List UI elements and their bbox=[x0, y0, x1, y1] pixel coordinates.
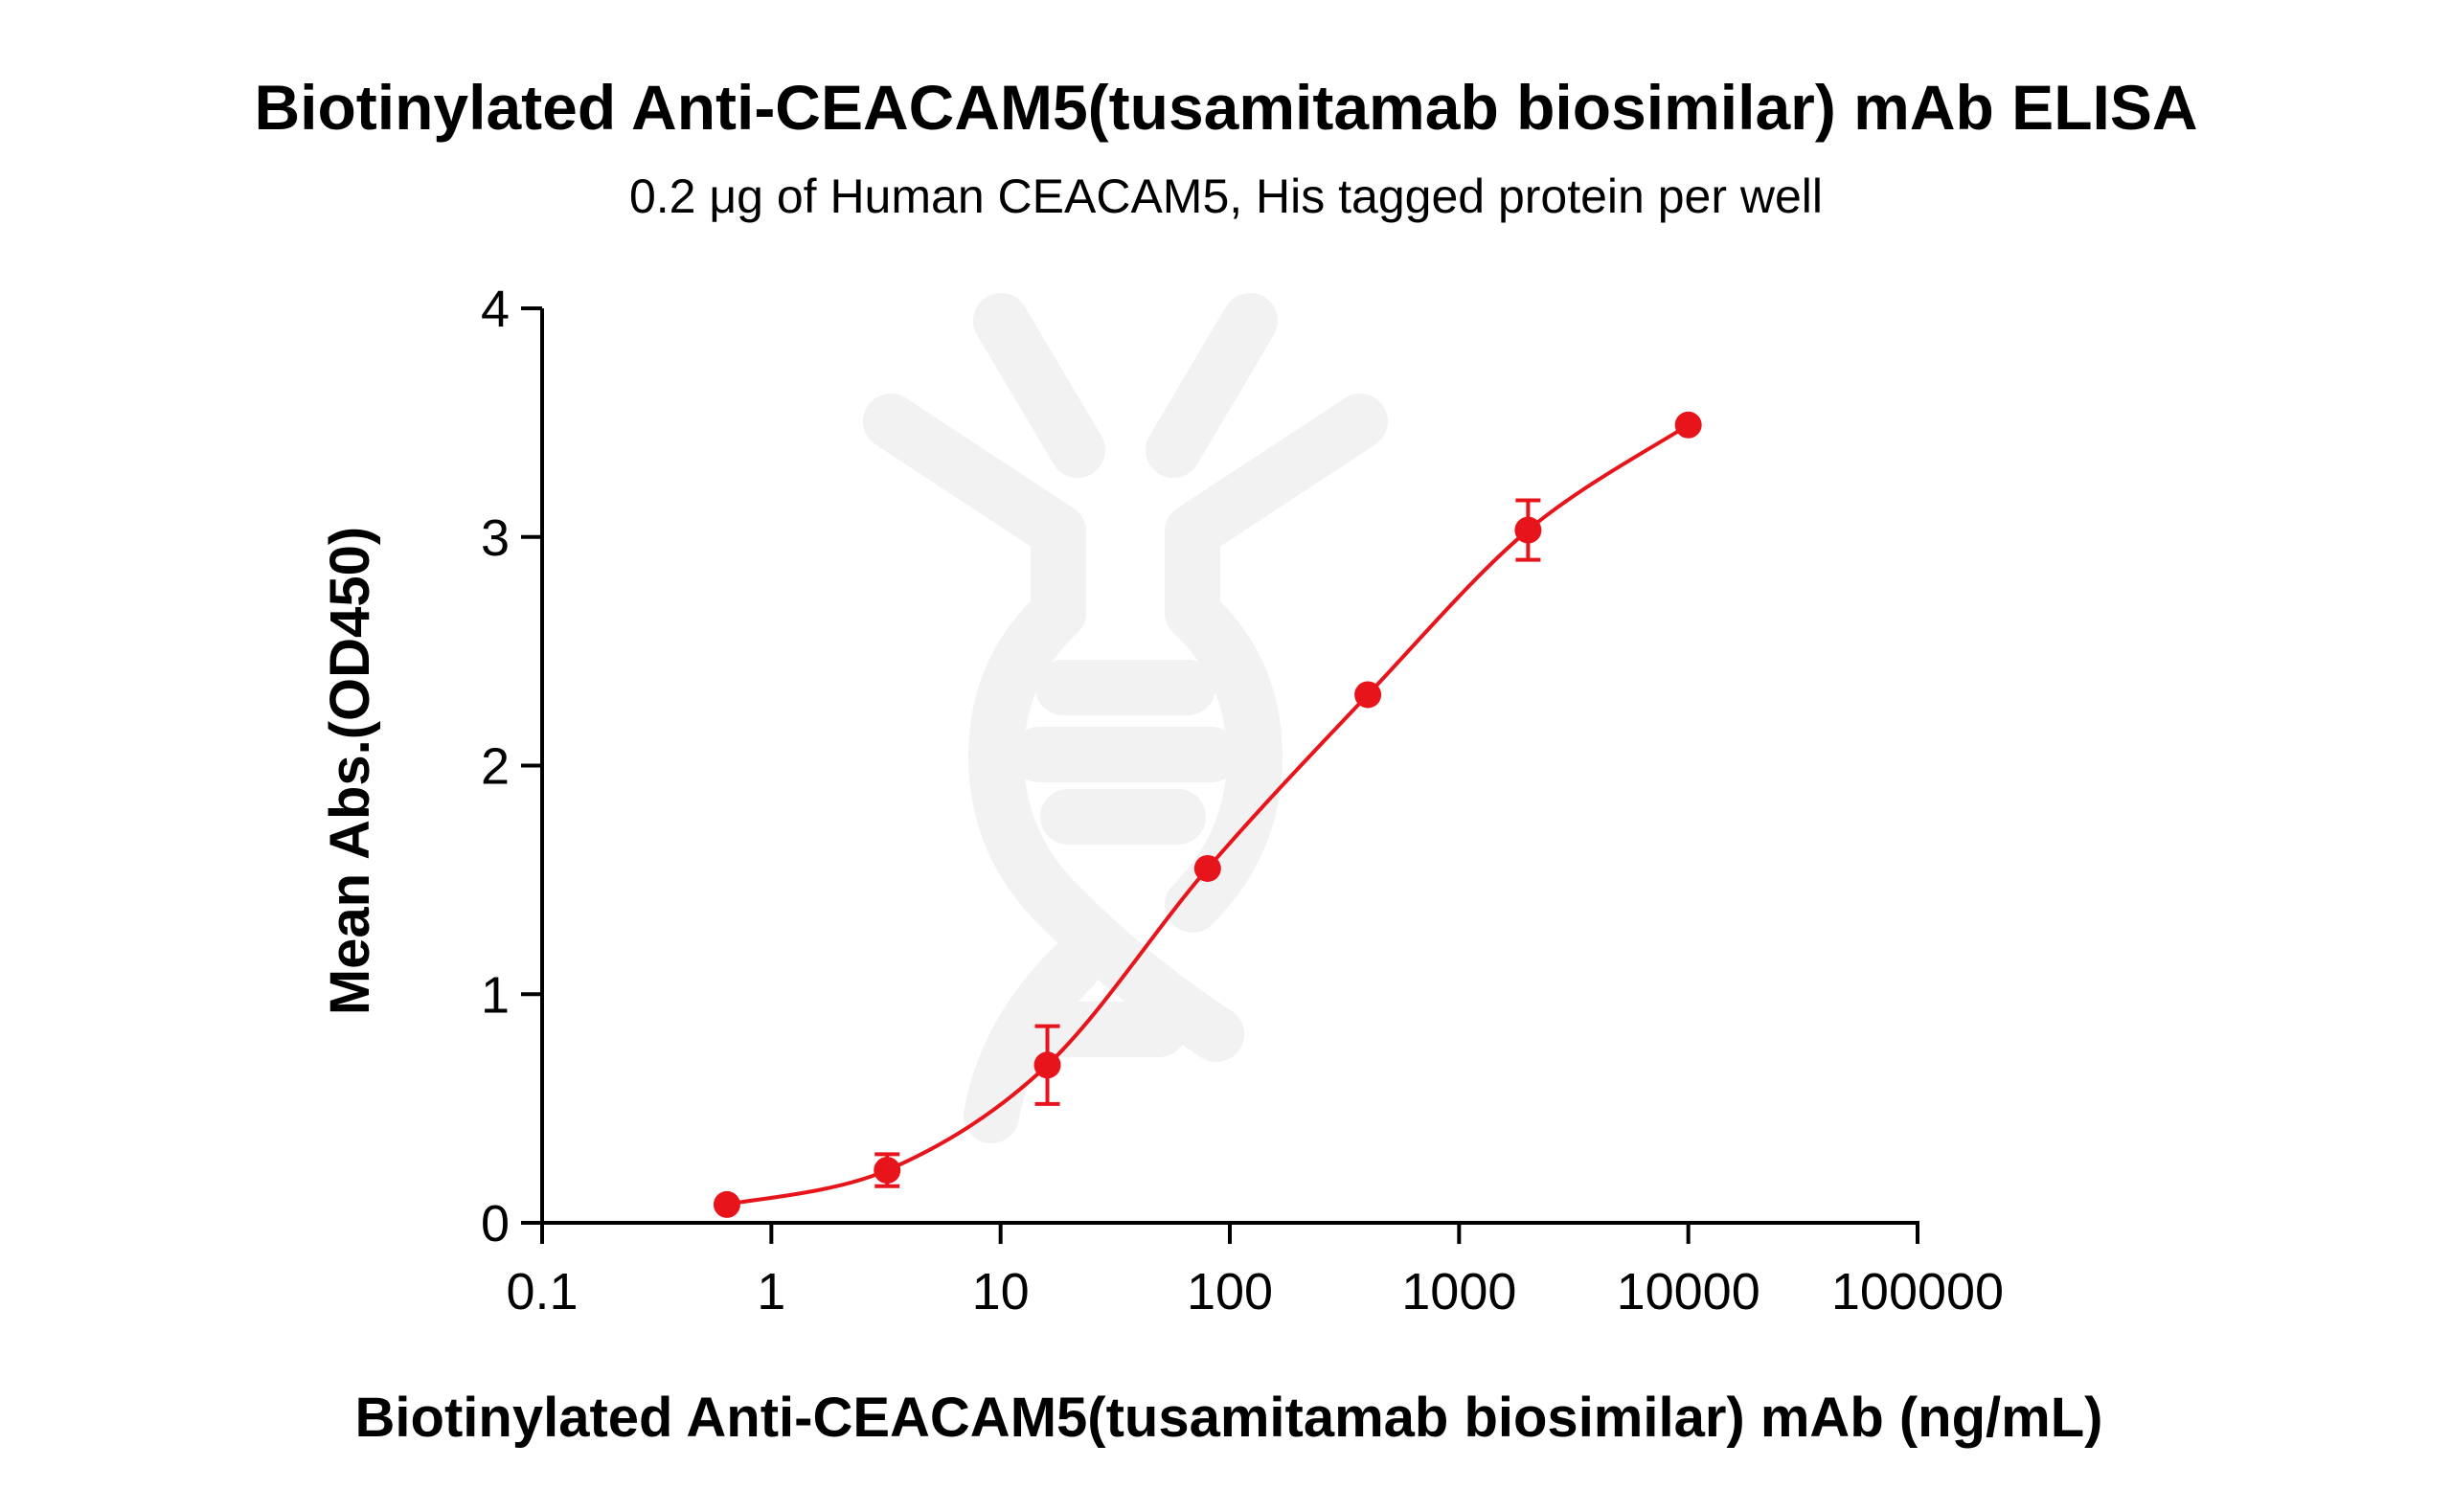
y-tick-label: 3 bbox=[481, 509, 510, 567]
y-tick-label: 4 bbox=[481, 281, 510, 338]
x-tick-label: 100 bbox=[1187, 1263, 1273, 1320]
y-tick-label: 1 bbox=[481, 966, 510, 1024]
chart-subtitle: 0.2 μg of Human CEACAM5, His tagged prot… bbox=[628, 169, 1824, 223]
y-tick-label: 0 bbox=[481, 1195, 510, 1252]
chart-title: Biotinylated Anti-CEACAM5(tusamitamab bi… bbox=[254, 72, 2198, 143]
watermark-logo bbox=[863, 293, 1388, 1143]
data-point bbox=[874, 1157, 901, 1185]
y-axis-label: Mean Abs.(OD450) bbox=[319, 527, 381, 1015]
x-tick-label: 1 bbox=[757, 1263, 785, 1320]
x-tick-label: 1000 bbox=[1401, 1263, 1516, 1320]
y-tick-label: 2 bbox=[481, 738, 510, 796]
data-point bbox=[1514, 516, 1542, 544]
x-tick-label: 100000 bbox=[1831, 1263, 2004, 1320]
x-tick-label: 10 bbox=[972, 1263, 1030, 1320]
x-tick-label: 10000 bbox=[1617, 1263, 1760, 1320]
x-axis-label: Biotinylated Anti-CEACAM5(tusamitamab bi… bbox=[355, 1387, 2103, 1449]
data-point bbox=[1674, 411, 1702, 439]
data-point bbox=[1193, 854, 1221, 882]
data-point bbox=[1033, 1051, 1061, 1079]
data-point bbox=[1354, 681, 1382, 709]
data-point bbox=[713, 1190, 740, 1218]
x-tick-label: 0.1 bbox=[506, 1263, 578, 1320]
